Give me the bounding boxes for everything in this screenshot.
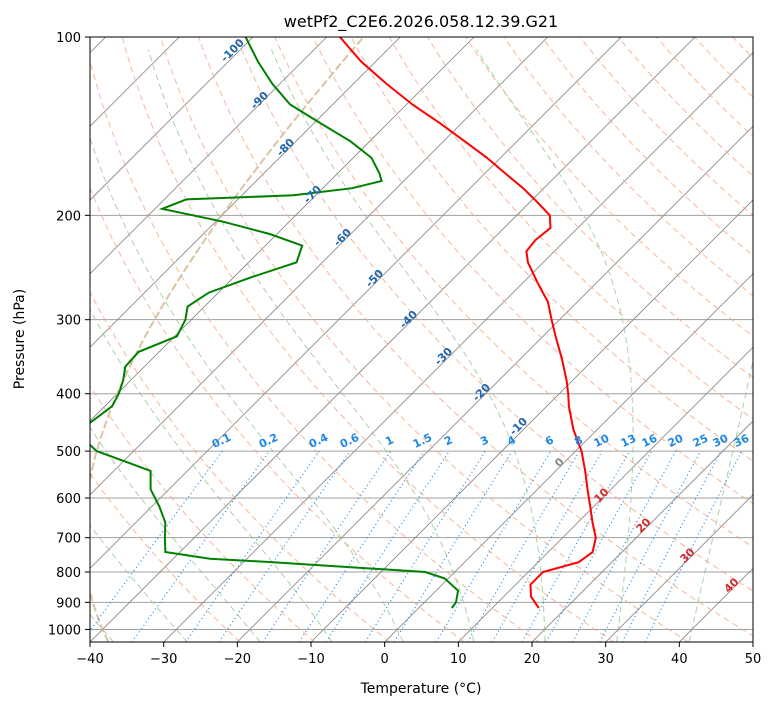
- mixing-ratio-line: [90, 450, 223, 632]
- isotherm-line: [90, 37, 622, 569]
- mixing-ratio-label: 30: [711, 432, 731, 450]
- moist-adiabat-line: [90, 426, 261, 642]
- x-axis-title: Temperature (°C): [360, 681, 482, 697]
- moist-adiabat-line: [90, 524, 188, 642]
- ice-saturation-curve: [90, 37, 365, 642]
- dry-adiabat-line: [236, 37, 753, 592]
- mixing-ratio-label: 16: [640, 432, 660, 450]
- y-tick-label: 900: [56, 596, 81, 611]
- mixing-ratio-line: [218, 450, 351, 642]
- moist-adiabat-line: [147, 49, 475, 642]
- isotherm-line: [458, 346, 753, 642]
- isotherm-line: [384, 273, 753, 642]
- mixing-ratio-label: 25: [691, 432, 710, 450]
- dry-adiabat-line: [198, 37, 753, 637]
- dry-adiabat-line: [159, 37, 689, 642]
- y-tick-label: 500: [56, 445, 81, 460]
- mixing-ratio-line: [185, 450, 320, 642]
- isotherm-line: [90, 37, 696, 642]
- isotherm-line: [163, 52, 753, 642]
- chart-title: wetPf2_C2E6.2026.058.12.39.G21: [284, 12, 558, 32]
- y-axis: 100 200 300 400 500 600 700 800 900 1000: [48, 31, 90, 638]
- x-tick-label: −30: [150, 652, 177, 667]
- y-tick-label: 1000: [48, 623, 81, 638]
- dry-adiabat-line: [90, 291, 390, 642]
- isotherm-line: [605, 494, 753, 642]
- mixing-ratio-label: 13: [619, 432, 638, 450]
- dry-adiabat-line: [90, 59, 540, 642]
- y-axis-title: Pressure (hPa): [12, 289, 28, 389]
- plot-frame: [89, 36, 754, 643]
- dry-adiabat-line: [426, 37, 753, 378]
- y-tick-label: 600: [56, 492, 81, 507]
- x-tick-label: 30: [597, 652, 614, 667]
- isotherm-line: [90, 37, 327, 275]
- y-tick-label: 300: [56, 314, 81, 329]
- x-tick-label: 0: [381, 652, 389, 667]
- y-tick-label: 400: [56, 388, 81, 403]
- x-tick-label: 20: [524, 652, 541, 667]
- mixing-ratio-line: [131, 450, 270, 642]
- moist-adiabat-line: [476, 49, 634, 642]
- isotherm-line: [531, 420, 753, 642]
- dry-adiabat-line: [121, 37, 614, 642]
- mixing-ratio-label: 10: [592, 432, 612, 450]
- y-tick-label: 200: [56, 209, 81, 224]
- y-tick-label: 800: [56, 566, 81, 581]
- dry-adiabat-line: [617, 37, 753, 177]
- moist-adiabat-line: [90, 308, 333, 642]
- mixing-ratio-line: [262, 450, 392, 642]
- x-tick-label: −40: [76, 652, 103, 667]
- isotherm-line: [90, 37, 548, 496]
- dry-adiabat-line: [90, 384, 316, 642]
- mixing-ratio-line: [325, 450, 450, 642]
- x-tick-label: −10: [297, 652, 324, 667]
- isotherm-line: [237, 125, 753, 642]
- moist-adiabat-line: [270, 49, 546, 642]
- mixing-ratio-line: [572, 450, 677, 642]
- mixing-ratio-label: 20: [666, 432, 686, 450]
- dry-adiabat-line: [388, 37, 753, 420]
- x-tick-label: 40: [671, 652, 688, 667]
- mixing-ratio-line: [298, 450, 425, 642]
- x-tick-label: 50: [745, 652, 762, 667]
- x-tick-label: −20: [224, 652, 251, 667]
- dry-adiabat-line: [503, 37, 753, 297]
- dry-adiabat-line: [274, 37, 753, 548]
- isotherm-line: [90, 37, 254, 201]
- y-tick-label: 700: [56, 532, 81, 547]
- isotherm-line: [90, 37, 401, 348]
- isotherm-line: [310, 199, 753, 642]
- mixing-ratio-label: 36: [732, 432, 752, 450]
- x-tick-label: 10: [450, 652, 467, 667]
- mixing-ratio-line: [545, 450, 653, 642]
- dewpoint-line: [90, 37, 460, 609]
- temperature-line: [339, 37, 597, 609]
- x-axis: −40 −30 −20 −10 0 10 20 30 40 50: [76, 642, 761, 667]
- moist-adiabat-line: [90, 136, 404, 642]
- moist-adiabat-line: [688, 358, 753, 642]
- y-tick-label: 100: [56, 31, 81, 46]
- dry-adiabat-line: [312, 37, 753, 505]
